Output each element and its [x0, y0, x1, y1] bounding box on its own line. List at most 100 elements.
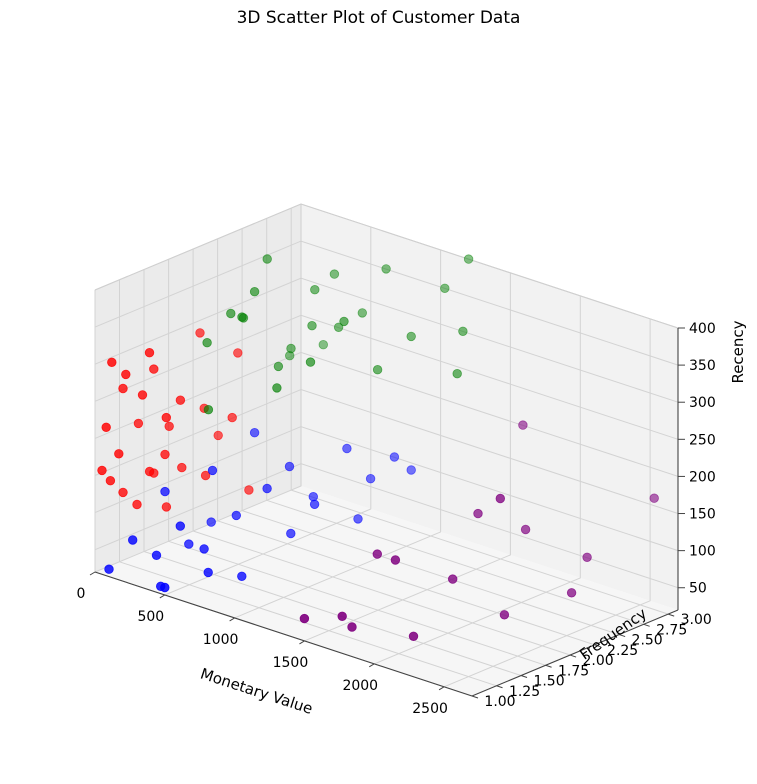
data-point-blue [308, 492, 319, 502]
data-point-green [286, 343, 296, 354]
grid-line [119, 279, 497, 687]
x-axis-title: Monetary Value [198, 665, 315, 718]
data-point-green [249, 287, 260, 297]
data-point-red [132, 499, 142, 510]
y-tick-label: 1.00 [484, 694, 515, 710]
side-pane [95, 204, 301, 572]
data-point-purple [495, 493, 506, 504]
x-tick-label: 2000 [342, 678, 378, 694]
data-point-green [318, 340, 329, 350]
grid-line [234, 249, 442, 619]
grid-line [241, 228, 620, 636]
data-point-red [118, 487, 128, 498]
data-point-purple [390, 555, 401, 565]
grid-line [168, 259, 546, 666]
data-point-green [226, 308, 236, 319]
data-point-green [372, 365, 383, 375]
data-point-green [440, 283, 450, 294]
data-point-blue [160, 486, 170, 497]
y-tick-mark [594, 644, 601, 648]
x-tick-mark [299, 640, 305, 645]
grid-line [192, 249, 571, 656]
grid-line [290, 208, 669, 615]
data-point-green [357, 308, 368, 318]
data-point-red [114, 449, 124, 459]
data-points [97, 254, 659, 642]
y-tick-mark [618, 634, 626, 638]
data-point-blue [104, 564, 114, 574]
x-tick-mark [159, 594, 166, 599]
data-point-blue [286, 528, 296, 539]
data-point-blue [127, 535, 138, 545]
data-point-purple [566, 588, 577, 598]
back-pane [301, 204, 678, 610]
z-tick-label: 350 [689, 358, 716, 374]
data-point-purple [473, 508, 483, 519]
x-tick-label: 2500 [412, 701, 448, 717]
x-tick-mark [89, 571, 96, 576]
y-tick-mark [569, 654, 577, 658]
z-tick-label: 150 [689, 507, 716, 523]
x-tick-label: 1500 [273, 655, 309, 671]
data-point-red [101, 422, 111, 433]
data-point-red [105, 476, 116, 486]
data-point-purple [408, 631, 419, 642]
data-point-blue [231, 510, 242, 521]
floor-pane [95, 486, 678, 696]
data-point-purple [499, 610, 510, 620]
data-point-blue [175, 521, 186, 531]
grid-line [164, 227, 372, 596]
y-tick-mark [668, 613, 675, 617]
z-axis-title: Recency [729, 320, 747, 383]
data-point-blue [207, 465, 218, 476]
data-point-green [339, 316, 349, 327]
grid-line [217, 238, 595, 646]
data-point-red [200, 470, 211, 481]
z-tick-label: 100 [689, 544, 716, 560]
data-point-green [458, 326, 468, 337]
z-tick-label: 50 [689, 581, 707, 597]
data-point-blue [353, 514, 363, 524]
data-point-red [133, 418, 144, 429]
x-tick-label: 0 [77, 586, 86, 602]
data-point-blue [365, 474, 376, 484]
data-point-green [203, 405, 214, 415]
y-tick-mark [643, 623, 650, 627]
z-tick-label: 300 [689, 395, 716, 411]
y-tick-mark [496, 685, 503, 689]
data-point-green [307, 321, 317, 331]
data-point-green [272, 383, 282, 393]
data-point-blue [237, 571, 247, 582]
y-tick-mark [520, 675, 528, 678]
data-point-blue [199, 544, 209, 554]
data-point-red [161, 412, 172, 423]
y-tick-label: 1.50 [533, 674, 564, 690]
x-tick-mark [229, 617, 235, 622]
y-tick-label: 2.00 [583, 653, 614, 669]
y-tick-mark [545, 664, 552, 668]
data-point-green [333, 322, 344, 333]
data-point-purple [649, 493, 659, 503]
data-point-green [273, 361, 284, 372]
axis-panes [95, 204, 678, 696]
data-point-red [149, 364, 159, 374]
data-point-red [227, 412, 237, 423]
data-point-purple [347, 622, 357, 632]
data-point-blue [206, 517, 216, 527]
x-tick-label: 1000 [203, 632, 239, 648]
data-point-red [97, 465, 107, 476]
data-point-blue [184, 539, 194, 549]
grid-line [374, 295, 581, 665]
x-axis-line [94, 571, 473, 697]
data-point-green [452, 369, 462, 379]
grid-line [443, 318, 651, 688]
x-tick-mark [369, 663, 375, 668]
data-point-blue [389, 452, 400, 462]
data-point-red [137, 390, 148, 400]
x-tick-label: 500 [137, 609, 164, 625]
data-point-green [310, 285, 320, 295]
data-point-green [262, 254, 272, 264]
data-point-blue [262, 483, 272, 494]
data-point-red [144, 348, 155, 358]
